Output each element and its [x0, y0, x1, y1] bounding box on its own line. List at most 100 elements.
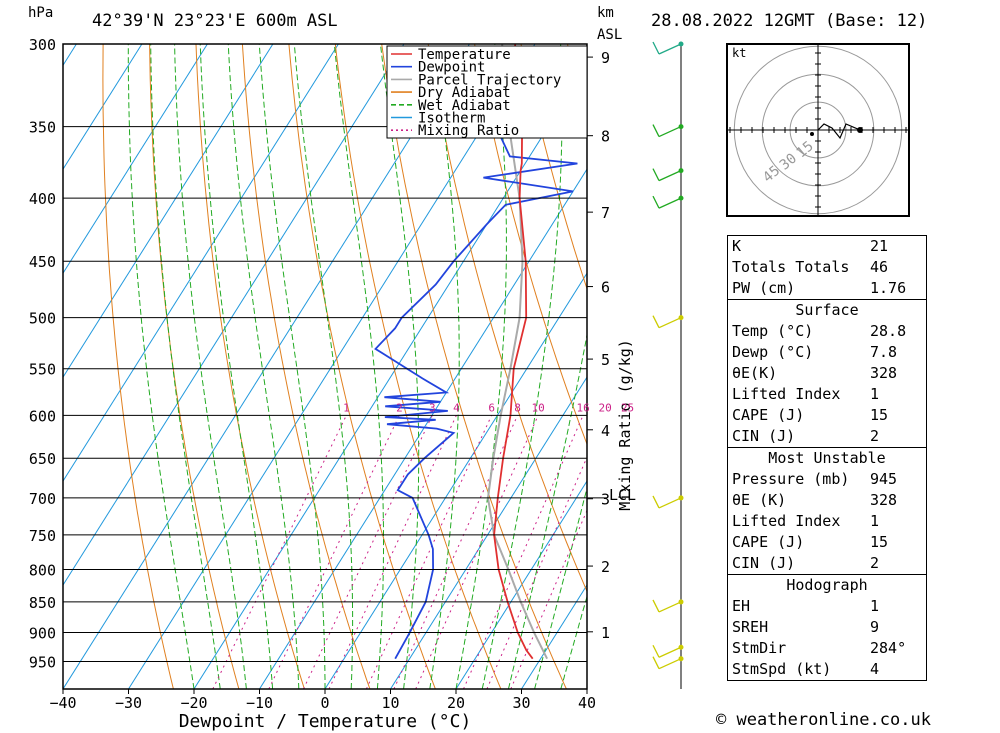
km-tick-label: 2	[601, 558, 610, 576]
most-unstable-section-title: Most Unstable	[727, 447, 927, 469]
pressure-tick-label: 700	[29, 490, 56, 508]
x-axis-label: Dewpoint / Temperature (°C)	[179, 711, 472, 732]
dry-adiabat-line	[288, 44, 436, 689]
mixing-ratio-line	[393, 415, 519, 689]
wind-barb-shaft	[658, 317, 682, 329]
x-tick-label: 40	[578, 694, 596, 712]
pressure-tick-label: 950	[29, 654, 56, 672]
wind-barb-shaft	[658, 601, 682, 613]
wind-barb-dot	[678, 124, 684, 130]
surface-section-title: Surface	[727, 299, 927, 321]
wind-barb	[652, 124, 684, 138]
km-tick-label: 4	[601, 422, 610, 440]
km-tick-label: 3	[601, 491, 610, 509]
isotherm-line	[455, 480, 587, 689]
pressure-tick-label: 550	[29, 361, 56, 379]
wind-barb-dot	[678, 656, 684, 662]
index-row: Lifted Index 1	[732, 512, 880, 530]
index-row: K 21	[732, 237, 889, 255]
mixing-ratio-line	[486, 455, 587, 689]
wind-barb-shaft	[658, 646, 682, 658]
dry-adiabat-line	[149, 44, 240, 689]
index-row: StmSpd (kt) 4	[732, 660, 880, 678]
wind-barb-dot	[678, 315, 684, 321]
legend-label: Dewpoint	[418, 60, 485, 76]
isotherm-line	[0, 44, 11, 689]
wind-barb-flag	[652, 195, 660, 209]
isotherm-line	[63, 44, 470, 689]
wind-barb-shaft	[658, 43, 682, 55]
hodograph-trace	[817, 123, 861, 140]
x-tick-label: −20	[180, 694, 207, 712]
pressure-tick-label: 900	[29, 625, 56, 643]
index-row: CAPE (J) 15	[732, 406, 889, 424]
wet-adiabat-line	[429, 44, 460, 689]
wind-barb-shaft	[658, 658, 682, 670]
isotherm-line	[128, 44, 536, 689]
wind-barb	[652, 168, 684, 182]
x-tick-label: −30	[115, 694, 142, 712]
hodograph-point	[857, 127, 863, 133]
x-tick-label: −40	[49, 694, 76, 712]
wet-adiabat-line	[150, 44, 221, 689]
pressure-unit-label: hPa	[28, 5, 54, 21]
legend-label: Isotherm	[418, 111, 485, 127]
km-tick-label: 9	[601, 49, 610, 67]
mixing-ratio-axis-label: Mixing Ratio (g/kg)	[616, 339, 634, 511]
pressure-tick-label: 350	[29, 119, 56, 137]
wet-adiabat-line	[455, 44, 507, 689]
dry-adiabat-line	[939, 44, 1000, 689]
wet-adiabat-line	[333, 44, 384, 689]
index-row: Pressure (mb) 945	[732, 470, 898, 488]
general-indices-table: K 21 Totals Totals 46 PW (cm) 1.76 Surface …	[727, 235, 927, 681]
wind-barb	[652, 644, 684, 658]
isotherm-line	[63, 44, 405, 586]
wind-barb-shaft	[658, 197, 682, 209]
pressure-tick-label: 450	[29, 253, 56, 271]
wind-barb-flag	[652, 644, 660, 658]
km-tick-label: 6	[601, 279, 610, 297]
index-row: Lifted Index 1	[732, 385, 880, 403]
pressure-tick-label: 850	[29, 594, 56, 612]
isotherm-line	[324, 272, 587, 689]
credit-text[interactable]: © weatheronline.co.uk	[716, 710, 931, 730]
wet-adiabat-line	[199, 44, 274, 689]
temperature-line	[493, 44, 534, 660]
dry-adiabat-line	[985, 44, 1000, 689]
pressure-tick-label: 300	[29, 36, 56, 54]
wind-barb-dot	[678, 195, 684, 201]
wind-barb-flag	[652, 599, 660, 613]
wind-barb-dot	[678, 599, 684, 605]
wind-barb-dot	[678, 495, 684, 501]
wind-barb	[652, 495, 684, 509]
pressure-tick-label: 500	[29, 310, 56, 328]
pressure-tick-label: 650	[29, 450, 56, 468]
dry-adiabat-line	[474, 44, 587, 446]
mixing-ratio-line	[365, 415, 493, 689]
wet-adiabat-line	[293, 44, 354, 689]
wind-barb-flag	[652, 656, 660, 669]
wind-barb-dot	[678, 644, 684, 650]
wind-barb	[652, 656, 684, 670]
mixing-ratio-line	[303, 415, 433, 689]
wind-barb-flag	[652, 315, 660, 328]
km-tick-label: 1	[601, 624, 610, 642]
index-row: CAPE (J) 15	[732, 533, 889, 551]
hodograph-storm-motion	[810, 132, 814, 136]
legend-label: Parcel Trajectory	[418, 72, 561, 88]
wet-adiabat-line	[127, 44, 195, 689]
x-tick-label: −10	[246, 694, 273, 712]
dry-adiabat-line	[520, 44, 587, 291]
wet-adiabat-line	[379, 44, 420, 689]
mixing-ratio-label: 4	[453, 401, 460, 414]
wind-barb-flag	[652, 495, 660, 509]
location-title: 42°39'N 23°23'E 600m ASL	[92, 11, 338, 31]
index-row: Dewp (°C) 7.8	[732, 343, 898, 361]
x-tick-label: 10	[381, 694, 399, 712]
km-tick-label: 8	[601, 128, 610, 146]
wind-barb-shaft	[658, 170, 682, 182]
index-row: StmDir 284°	[732, 639, 907, 657]
wet-adiabat-line	[174, 44, 247, 689]
